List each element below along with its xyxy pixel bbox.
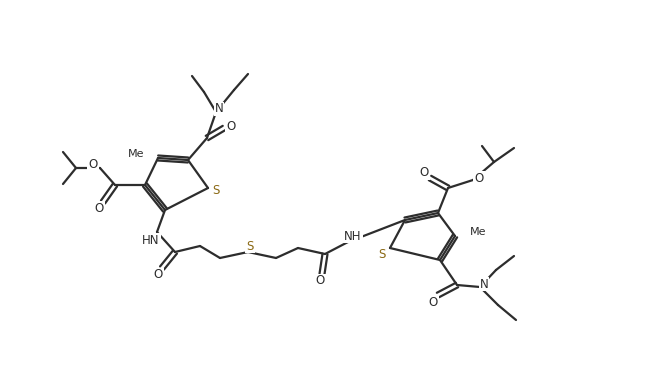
- Text: O: O: [226, 120, 235, 134]
- Text: O: O: [316, 274, 325, 288]
- Text: Me: Me: [470, 227, 486, 237]
- Text: S: S: [378, 249, 386, 261]
- Text: S: S: [246, 240, 254, 252]
- Text: N: N: [215, 102, 224, 116]
- Text: O: O: [89, 159, 98, 171]
- Text: O: O: [95, 201, 104, 214]
- Text: Me: Me: [128, 149, 144, 159]
- Text: O: O: [428, 296, 437, 309]
- Text: HN: HN: [142, 234, 160, 246]
- Text: NH: NH: [344, 230, 362, 243]
- Text: N: N: [480, 278, 488, 291]
- Text: S: S: [213, 183, 220, 196]
- Text: O: O: [153, 268, 162, 282]
- Text: O: O: [475, 171, 484, 184]
- Text: O: O: [419, 166, 428, 180]
